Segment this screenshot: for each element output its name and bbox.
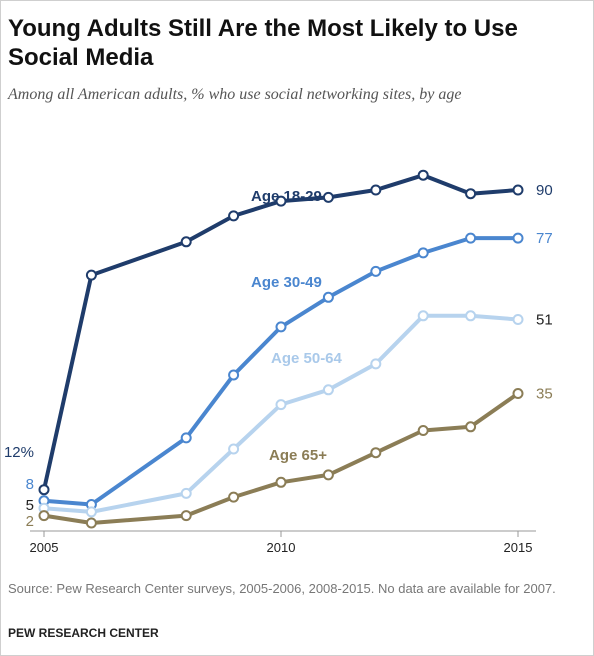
data-point [465,421,477,433]
data-point [180,487,192,499]
data-point [417,169,429,181]
data-point [512,388,524,399]
series-line [42,391,520,525]
data-point [465,232,477,244]
data-point [370,447,382,459]
x-tick-label: 2010 [267,540,296,555]
data-point [370,184,382,196]
series-end-label: 77 [536,230,553,247]
series-end-label: 35 [536,386,553,403]
data-point [417,310,429,322]
line-chart: 2005 2010 2015 Age 18-29 12% 90 Age 30-49 8 77 Ag… [4,169,553,555]
data-point [417,425,429,436]
data-point [512,232,524,244]
source-note: Source: Pew Research Center surveys, 200… [8,581,556,596]
data-point [465,310,477,322]
data-point [180,510,192,522]
series-start-label: 8 [26,476,34,493]
data-point [85,269,97,281]
data-point [228,369,240,381]
x-tick-label: 2015 [504,540,533,555]
data-point [322,191,334,203]
series-end-label: 90 [536,182,553,199]
series-line [42,313,520,514]
data-point [38,484,50,496]
brand-label: PEW RESEARCH CENTER [8,626,159,640]
data-point [275,476,287,488]
data-point [228,491,240,503]
data-point [275,399,287,411]
series-name-label: Age 50-64 [271,350,343,367]
series-name-label: Age 65+ [269,447,327,464]
series-start-label: 2 [26,513,34,530]
data-point [228,210,240,222]
data-point [180,432,192,444]
data-point [370,265,382,277]
data-point [322,384,334,396]
data-point [85,506,97,518]
series-start-label: 5 [26,497,34,514]
data-point [85,517,97,529]
chart-title: Young Adults Still Are the Most Likely t… [8,15,518,71]
data-point [512,314,524,325]
data-point [322,469,334,481]
series-start-label: 12% [4,444,34,461]
data-point [322,291,334,303]
series-line [42,236,520,507]
series-name-label: Age 18-29 [251,188,322,205]
data-point [38,510,50,522]
series-line [42,173,520,492]
x-tick-label: 2005 [30,540,59,555]
data-point [417,247,429,259]
data-point [228,443,240,455]
data-point [275,321,287,333]
series-end-label: 51 [536,312,553,329]
data-point [465,188,477,200]
chart-subtitle: Among all American adults, % who use soc… [8,86,462,103]
data-point [512,184,524,196]
data-point [275,195,287,207]
series-name-label: Age 30-49 [251,274,322,291]
data-point [180,236,192,248]
data-point [370,358,382,370]
